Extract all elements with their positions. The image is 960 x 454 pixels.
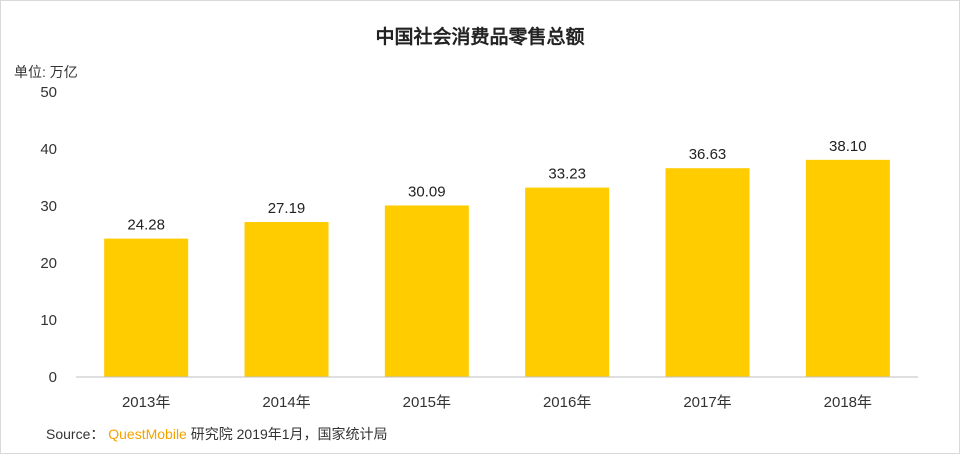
source-brand: QuestMobile [108, 426, 187, 442]
x-axis-ticks: 2013年 2014年 2015年 2016年 2017年 2018年 [122, 394, 872, 411]
source-note: Source： QuestMobile 研究院 2019年1月，国家统计局 [46, 424, 388, 444]
source-rest: 研究院 2019年1月，国家统计局 [190, 426, 388, 442]
bar [104, 238, 189, 377]
x-tick-label: 2015年 [403, 394, 451, 411]
bar-value-label: 33.23 [548, 166, 586, 183]
bar [384, 205, 469, 377]
y-tick-label: 50 [40, 84, 57, 101]
x-tick-label: 2018年 [824, 394, 872, 411]
value-labels: 24.28 27.19 30.09 33.23 36.63 38.10 [127, 138, 866, 234]
x-tick-label: 2016年 [543, 394, 591, 411]
bar-value-label: 30.09 [408, 183, 446, 200]
bar-value-label: 38.10 [829, 138, 867, 155]
y-tick-label: 0 [49, 369, 57, 386]
y-tick-label: 10 [40, 312, 57, 329]
y-tick-label: 20 [40, 255, 57, 272]
bar-value-label: 36.63 [689, 146, 727, 163]
bars [104, 159, 890, 377]
bar [805, 159, 890, 377]
y-axis-ticks: 0 10 20 30 40 50 [40, 84, 57, 386]
bar-value-label: 27.19 [268, 200, 306, 217]
source-label: Source： [46, 426, 105, 442]
x-tick-label: 2013年 [122, 394, 170, 411]
y-tick-label: 40 [40, 141, 57, 158]
x-tick-label: 2017年 [683, 394, 731, 411]
y-axis-unit-label: 单位: 万亿 [14, 64, 78, 80]
x-tick-label: 2014年 [262, 394, 310, 411]
y-tick-label: 30 [40, 198, 57, 215]
bar-value-label: 24.28 [127, 217, 165, 234]
bar [665, 168, 750, 377]
bar [525, 187, 610, 377]
chart-title: 中国社会消费品零售总额 [375, 27, 585, 48]
bar [244, 222, 329, 377]
